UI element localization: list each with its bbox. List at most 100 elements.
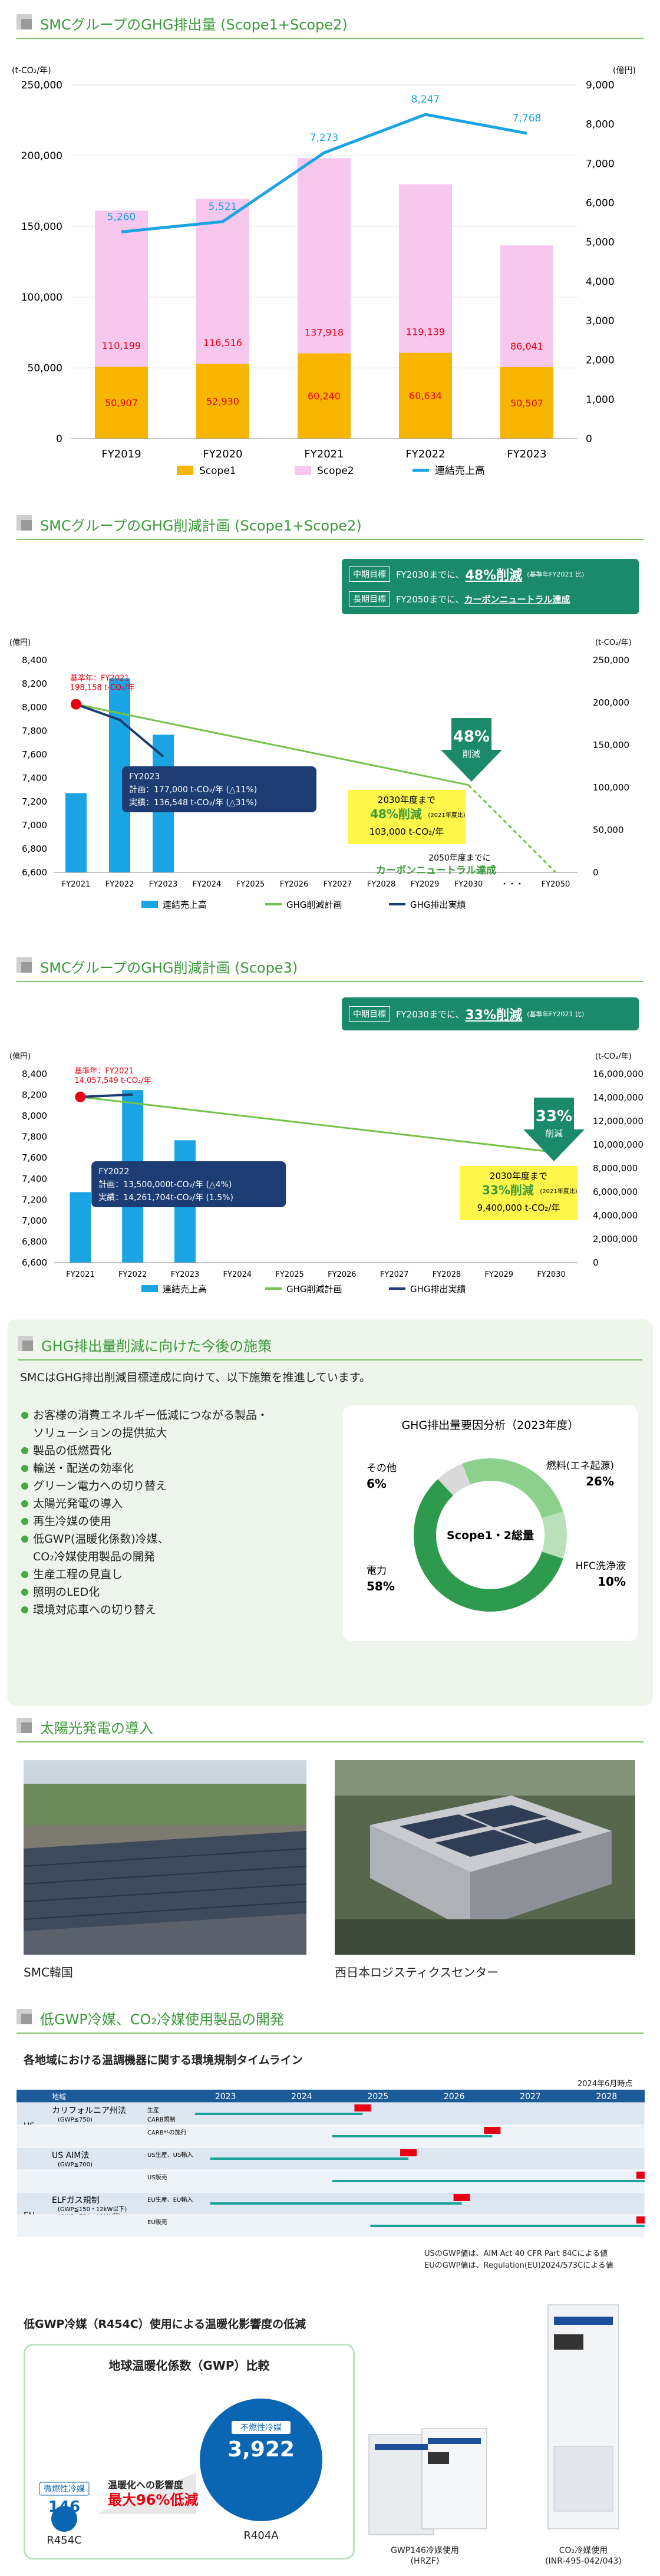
- reduction-arrow-icon: [523, 1098, 585, 1161]
- timeline-milestone: [453, 2194, 470, 2201]
- scope1-data-label: 50,907: [105, 397, 138, 409]
- scope2-data-label: 110,199: [102, 340, 141, 351]
- y-tick-label: 200,000: [21, 150, 62, 162]
- timeline-row-kind: CARB規制: [147, 2116, 176, 2123]
- scope1-data-label: 52,930: [206, 396, 239, 407]
- section-square-icon: [16, 1718, 32, 1733]
- r454c-circle: [51, 2506, 77, 2532]
- mid-target-text: FY2030までに、: [396, 1009, 464, 1020]
- pie-slice-name: 電力: [367, 1565, 387, 1577]
- pie-slice-value: 58%: [367, 1579, 395, 1593]
- y-tick-label: 50,000: [28, 363, 62, 374]
- long-target-label: 長期目標: [349, 591, 390, 607]
- legend-label: Scope1: [199, 465, 236, 477]
- y2-tick-label: 7,000: [586, 158, 615, 170]
- timeline-rule-sub: (GWP≦700): [58, 2162, 93, 2168]
- right-axis-unit: (t-CO₂/年): [595, 638, 632, 647]
- timeline-header-bg: [16, 2090, 645, 2103]
- r454c-value: 146: [48, 2498, 80, 2516]
- y2030-box-bg: [460, 1166, 578, 1220]
- timeline-note-eu: EUのGWP値は、Regulation(EU)2024/573Cによる値: [424, 2261, 613, 2270]
- legend-label: GHG削減計画: [286, 900, 342, 910]
- x-tick-label: FY2022: [118, 1270, 147, 1279]
- fy-callout-actual: 実績：136,548 t-CO₂/年 (△31%): [129, 798, 257, 808]
- x-tick-label: FY2022: [405, 448, 445, 460]
- y-tick-label: 6,800: [22, 844, 47, 854]
- y2030-box-bg: [348, 790, 466, 844]
- y2030-label-3: 103,000 t-CO₂/年: [369, 826, 444, 837]
- bar-scope2: [298, 158, 351, 354]
- section-title-gwp: 低GWP冷媒、CO₂冷媒使用製品の開発: [16, 2002, 644, 2034]
- y2-tick-label: 8,000: [586, 119, 615, 131]
- section-title-text: SMCグループのGHG削減計画 (Scope3): [40, 960, 298, 976]
- y2-tick-label: 0: [586, 433, 592, 445]
- mid-target-text: FY2030までに、: [396, 569, 464, 580]
- y-tick-label: 7,200: [22, 796, 47, 807]
- measure-item: 輸送・配送の効率化: [20, 1460, 268, 1477]
- fy-callout-head: FY2023: [129, 772, 160, 782]
- scope1-data-label: 50,507: [510, 397, 543, 409]
- r454c-name: R454C: [47, 2534, 81, 2547]
- y2-tick-label: 6,000,000: [593, 1187, 638, 1197]
- sales-data-label: 7,273: [310, 132, 339, 144]
- y-tick-label: 8,200: [22, 1090, 47, 1101]
- solar-photo-logistics: [335, 1760, 635, 1955]
- long-target-text: FY2050までに、: [396, 594, 464, 605]
- fy-callout-head: FY2022: [98, 1167, 129, 1177]
- bar-scope1: [399, 353, 452, 439]
- bar-scope1: [196, 363, 249, 439]
- pie-slice-value: 26%: [586, 1474, 614, 1488]
- x-tick-label: FY2028: [433, 1270, 461, 1279]
- y-tick-label: 7,400: [22, 773, 47, 783]
- right-axis-unit: (億円): [613, 66, 636, 75]
- r404a-name: R404A: [243, 2529, 279, 2542]
- pie-slice-value: 10%: [598, 1574, 626, 1589]
- actual-line: [80, 1093, 133, 1098]
- y-tick-label: 7,400: [22, 1174, 47, 1184]
- scope1-data-label: 60,240: [308, 391, 341, 402]
- bar-scope1: [95, 366, 148, 439]
- x-tick-label: FY2025: [236, 880, 265, 889]
- product-hrzf-image: [368, 2428, 487, 2535]
- y2-tick-label: 10,000,000: [593, 1139, 644, 1150]
- timeline-milestone: [636, 2172, 645, 2179]
- y-tick-label: 100,000: [21, 292, 62, 304]
- bar-sales: [65, 793, 87, 872]
- y2-tick-label: 4,000: [586, 276, 615, 288]
- y-tick-label: 6,600: [22, 1257, 47, 1268]
- y2050-label-2: カーボンニュートラル達成: [376, 864, 496, 877]
- product-co2-caption-2: (INR-495-042/043): [545, 2557, 622, 2566]
- mid-target-value: 33%削減: [465, 1008, 523, 1023]
- y-tick-label: 8,400: [22, 655, 47, 666]
- r404a-circle: [200, 2399, 322, 2521]
- y2-tick-label: 4,000,000: [593, 1210, 638, 1221]
- timeline-milestone: [400, 2149, 417, 2156]
- timeline-milestone: [354, 2104, 371, 2111]
- y2-tick-label: 12,000,000: [593, 1116, 644, 1126]
- gwp-compare-title: 地球温暖化係数（GWP）比較: [108, 2358, 270, 2373]
- pie-card: GHG排出量要因分析（2023年度） 燃料(エネ起源) 26% HFC洗浄液 10% 電力…: [343, 1405, 638, 1641]
- y2030-value: 48%削減: [370, 807, 422, 821]
- timeline-note-us: USのGWP値は、AIM Act 40 CFR Part 84Cによる値: [424, 2249, 608, 2258]
- section-title-text: SMCグループのGHG排出量 (Scope1+Scope2): [40, 17, 348, 33]
- mid-target-base: (基準年FY2021 比): [527, 571, 585, 578]
- actual-line: [75, 703, 164, 757]
- measure-item: 照明のLED化: [20, 1583, 268, 1601]
- left-axis-unit: (億円): [9, 1052, 31, 1061]
- pie-slice-value: 6%: [367, 1477, 387, 1491]
- mid-target-base: (基準年FY2021 比): [527, 1010, 585, 1018]
- pie-slice-name: 燃料(エネ起源): [546, 1460, 614, 1472]
- y2-tick-label: 100,000: [593, 782, 629, 793]
- x-tick-label: FY2021: [304, 448, 344, 460]
- timeline-rule-name: US AIM法: [52, 2151, 89, 2160]
- timeline-year: 2023: [215, 2092, 236, 2101]
- solar-caption-logistics: 西日本ロジスティクスセンター: [335, 1965, 499, 1979]
- y2-tick-label: 200,000: [593, 697, 629, 708]
- low-gwp-title: 低GWP冷媒（R454C）使用による温暖化影響度の低減: [24, 2318, 306, 2331]
- r404a-value: 3,922: [227, 2437, 295, 2462]
- timeline-head-region: 地域: [52, 2093, 66, 2101]
- measures-list: お客様の消費エネルギー低減につながる製品・ ソリューションの提供拡大 製品の低燃費…: [20, 1406, 268, 1619]
- section-square-icon: [16, 957, 32, 973]
- timeline-year: 2027: [520, 2092, 541, 2101]
- y-tick-label: 8,400: [22, 1069, 47, 1079]
